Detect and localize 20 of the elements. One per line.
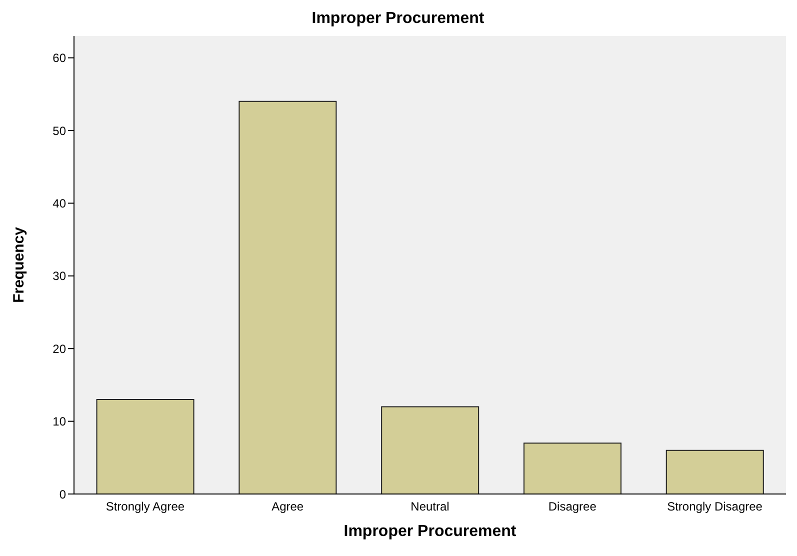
y-axis-title: Frequency: [10, 226, 28, 303]
bar: [381, 406, 480, 494]
bar: [96, 398, 194, 494]
y-tick-label: 20: [52, 342, 66, 356]
x-tick-label: Neutral: [410, 500, 450, 514]
y-tick-label: 0: [59, 487, 66, 502]
y-tick-label: 40: [52, 196, 66, 210]
x-tick-label: Strongly Disagree: [667, 500, 763, 514]
y-tick-label: 50: [52, 124, 66, 138]
bar: [238, 100, 337, 494]
bar: [666, 450, 764, 494]
y-tick-label: 10: [52, 414, 66, 429]
chart-title: Improper Procurement: [310, 9, 486, 29]
x-tick-label: Agree: [272, 500, 304, 514]
x-tick-label: Strongly Agree: [106, 500, 185, 514]
y-tick-label: 60: [52, 51, 66, 66]
x-axis-title: Improper Procurement: [344, 523, 517, 540]
x-tick-label: Disagree: [548, 500, 597, 514]
y-tick-label: 30: [52, 269, 66, 284]
bar: [523, 442, 622, 494]
